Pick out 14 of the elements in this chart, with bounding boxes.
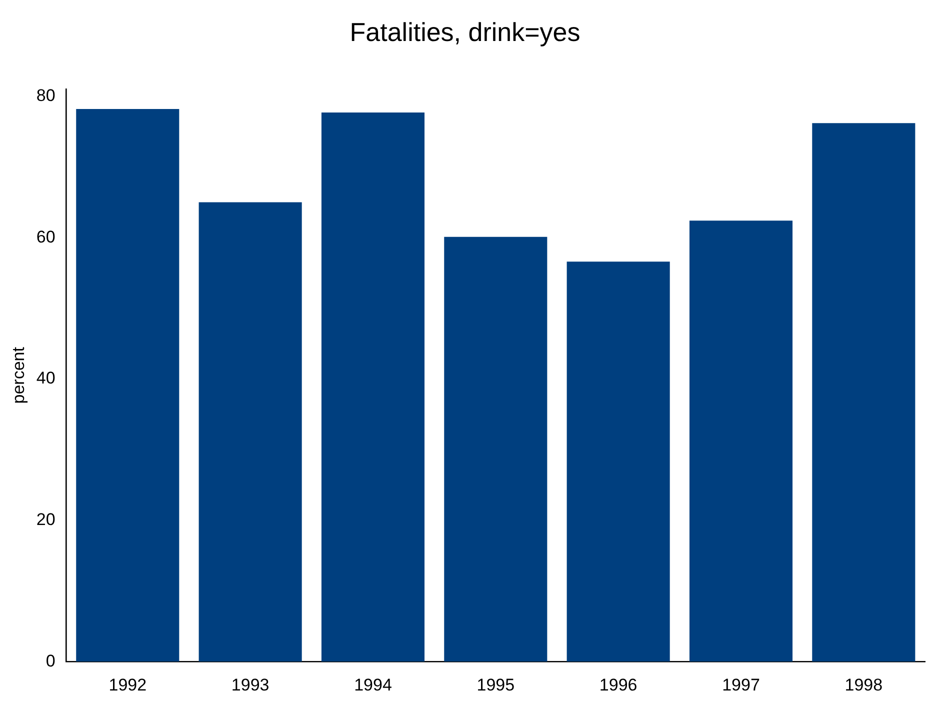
y-tick-label: 0 (46, 651, 56, 670)
y-tick-label: 80 (36, 86, 56, 105)
x-tick-label: 1994 (354, 675, 392, 694)
x-tick-label: 1995 (476, 675, 515, 694)
x-tick-label: 1996 (599, 675, 638, 694)
x-tick-label: 1997 (722, 675, 760, 694)
y-tick-label: 40 (36, 368, 56, 388)
y-tick-label: 60 (36, 227, 56, 246)
x-tick-label: 1998 (844, 675, 883, 694)
y-tick-label: 20 (36, 510, 56, 529)
chart-title: Fatalities, drink=yes (350, 16, 580, 47)
y-axis-title: percent (8, 346, 28, 404)
x-tick-label: 1993 (231, 675, 270, 694)
x-tick-label: 1992 (108, 675, 147, 694)
